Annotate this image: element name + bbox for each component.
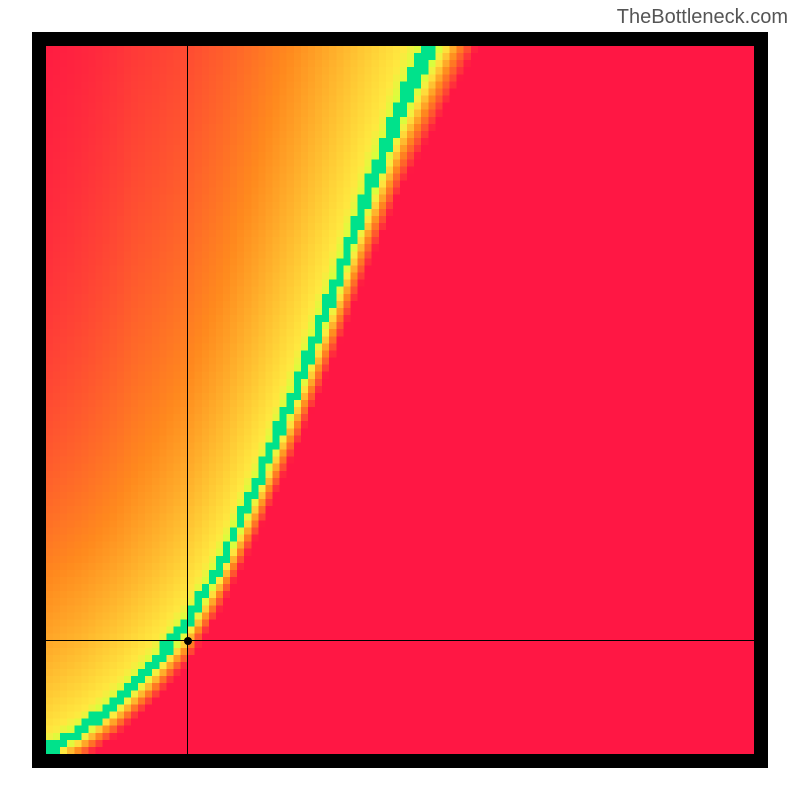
- crosshair-vertical: [187, 46, 188, 754]
- chart-container: TheBottleneck.com: [0, 0, 800, 800]
- crosshair-dot: [184, 637, 192, 645]
- bottleneck-heatmap: [46, 46, 754, 754]
- crosshair-horizontal: [46, 640, 754, 641]
- watermark-text: TheBottleneck.com: [617, 6, 788, 29]
